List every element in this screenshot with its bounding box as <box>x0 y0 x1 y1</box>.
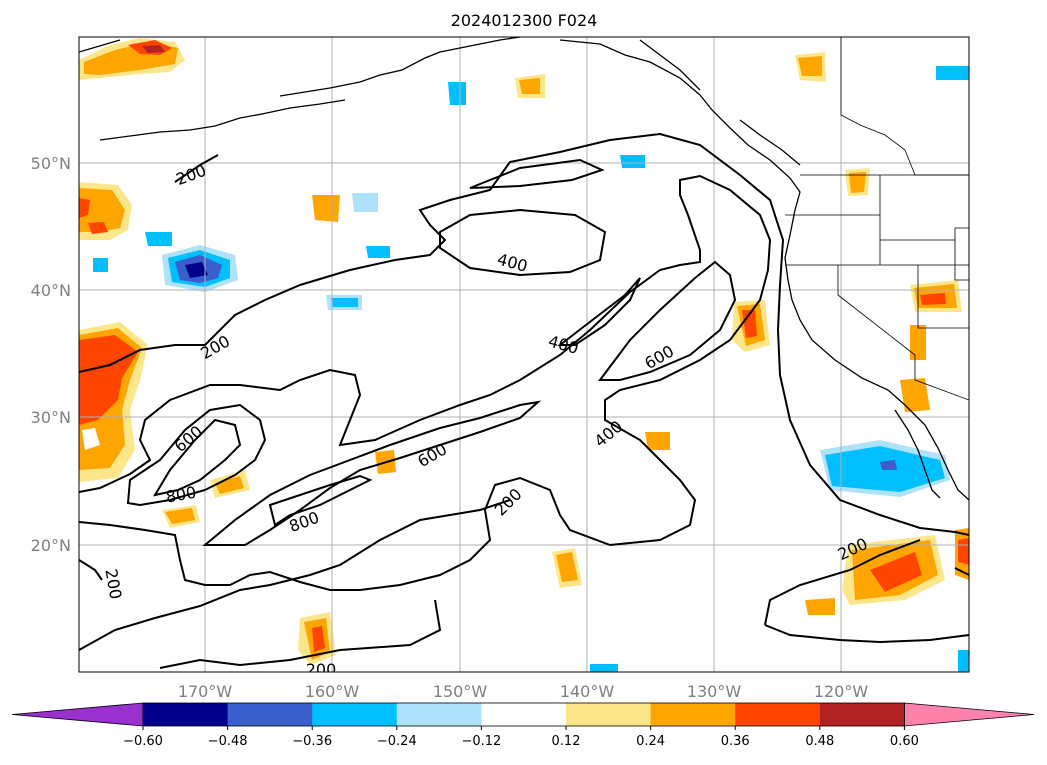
colorbar-tick-label: −0.24 <box>377 734 417 749</box>
map-frame <box>78 36 970 673</box>
colorbar-segment <box>396 703 482 726</box>
anomaly-shading <box>79 38 969 672</box>
colorbar-tick-label: −0.36 <box>292 734 332 749</box>
longitude-labels: 170°W 160°W 150°W 140°W 130°W 120°W <box>178 682 869 701</box>
lon-label: 170°W <box>178 682 233 701</box>
lon-label: 130°W <box>687 682 742 701</box>
colorbar-segment <box>650 703 736 726</box>
colorbar: −0.60 −0.48 −0.36 −0.24 −0.12 0.12 0.24 0.36 0.4… <box>11 702 1035 749</box>
colorbar-ticks: −0.60 −0.48 −0.36 −0.24 −0.12 0.12 0.24 0.36 0.4… <box>123 726 919 749</box>
colorbar-tick-label: 0.36 <box>721 734 750 749</box>
colorbar-segment <box>312 703 398 726</box>
colorbar-segment <box>481 703 567 726</box>
colorbar-segment <box>735 703 821 726</box>
contour-label: 200 <box>306 660 337 679</box>
map-title: 2024012300 F024 <box>451 11 598 30</box>
colorbar-tick-label: 0.12 <box>552 734 581 749</box>
coastlines <box>79 37 969 501</box>
colorbar-segment <box>566 703 652 726</box>
lon-label: 160°W <box>305 682 360 701</box>
colorbar-tick-label: 0.48 <box>805 734 834 749</box>
height-contours <box>79 132 969 669</box>
colorbar-segments <box>11 702 1035 727</box>
lat-label: 50°N <box>31 154 71 173</box>
lon-label: 140°W <box>560 682 615 701</box>
latitude-labels: 50°N 40°N 30°N 20°N <box>31 154 71 555</box>
colorbar-tick-label: −0.48 <box>208 734 248 749</box>
colorbar-segment <box>227 703 313 726</box>
lat-label: 20°N <box>31 536 71 555</box>
lon-label: 120°W <box>814 682 869 701</box>
colorbar-segment <box>143 703 229 726</box>
lon-label: 150°W <box>433 682 488 701</box>
colorbar-extend-high <box>904 702 1035 727</box>
political-borders <box>785 37 969 401</box>
colorbar-tick-label: 0.60 <box>890 734 919 749</box>
colorbar-extend-low <box>11 702 144 727</box>
graticule <box>79 37 969 672</box>
colorbar-frame <box>142 702 905 727</box>
colorbar-tick-label: −0.12 <box>461 734 501 749</box>
lat-label: 40°N <box>31 281 71 300</box>
map-panel: 200 400 200 400 600 600 400 600 800 800 … <box>78 36 970 679</box>
lat-label: 30°N <box>31 408 71 427</box>
colorbar-tick-label: −0.60 <box>123 734 163 749</box>
colorbar-tick-label: 0.24 <box>636 734 665 749</box>
colorbar-segment <box>819 703 905 726</box>
